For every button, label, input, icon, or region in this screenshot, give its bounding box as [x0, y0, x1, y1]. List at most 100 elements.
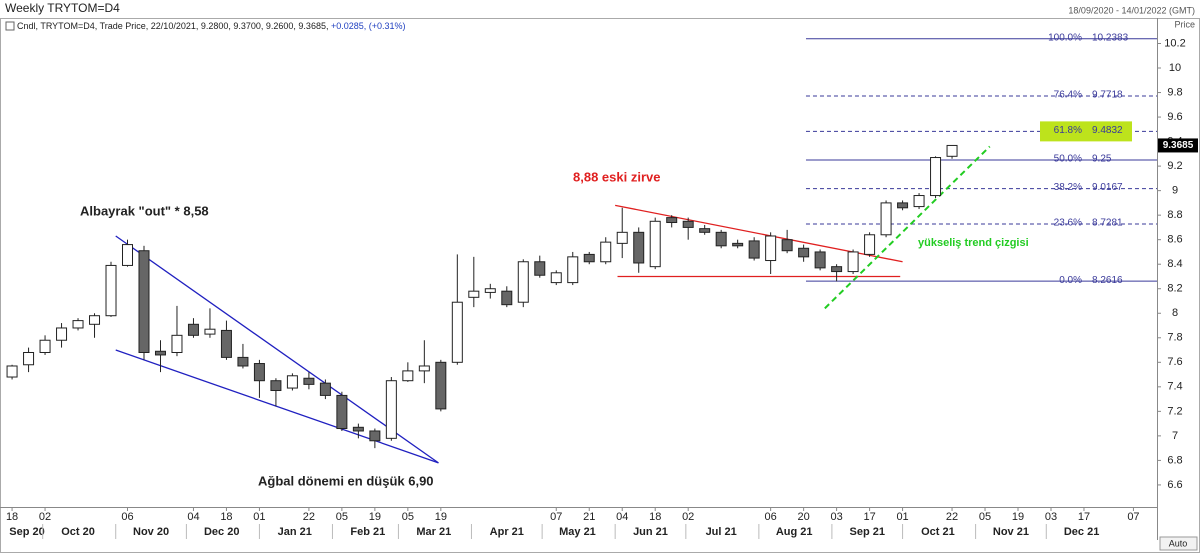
- month-label: Oct 20: [61, 526, 95, 538]
- month-label: Jun 21: [633, 526, 668, 538]
- fib-value: 10.2383: [1092, 32, 1129, 43]
- month-label: Nov 20: [133, 526, 169, 538]
- month-label: Sep 20: [9, 526, 44, 538]
- y-tick-label: 9.2: [1167, 160, 1182, 172]
- candle-body: [105, 264, 117, 317]
- x-tick-label: 22: [303, 511, 315, 523]
- candle-body: [270, 380, 282, 392]
- candle-body: [748, 240, 760, 259]
- candle-body: [715, 231, 727, 247]
- frame: [0, 18, 1200, 553]
- candle-body: [913, 195, 925, 208]
- candle-body: [534, 261, 546, 276]
- x-tick-label: 07: [1127, 511, 1139, 523]
- y-tick-label: 7.2: [1167, 405, 1182, 417]
- candle-body: [39, 339, 51, 353]
- fib-value: 9.25: [1092, 154, 1112, 165]
- auto-button[interactable]: [1159, 536, 1198, 551]
- x-tick-label: 02: [39, 511, 51, 523]
- candle-body: [6, 365, 18, 378]
- y-tick-label: 7: [1172, 430, 1178, 442]
- x-tick-label: 01: [896, 511, 908, 523]
- y-tick-label: 9.6: [1167, 111, 1182, 123]
- candle-body: [897, 202, 909, 209]
- candle-body: [468, 290, 480, 298]
- x-tick-label: 21: [583, 511, 595, 523]
- candle-body: [435, 361, 447, 410]
- x-tick-label: 05: [402, 511, 414, 523]
- y-tick-label: 9: [1172, 185, 1178, 197]
- candle-body: [286, 375, 298, 389]
- annotation: Ağbal dönemi en düşük 6,90: [258, 473, 434, 488]
- x-tick-label: 19: [369, 511, 381, 523]
- x-tick-label: 06: [121, 511, 133, 523]
- annotation: yükseliş trend çizgisi: [918, 237, 1029, 249]
- x-tick-label: 18: [220, 511, 232, 523]
- candle-body: [682, 220, 694, 228]
- x-tick-label: 07: [550, 511, 562, 523]
- candle-body: [89, 315, 101, 325]
- month-label: Oct 21: [921, 526, 955, 538]
- candle-body: [336, 394, 348, 430]
- candle-body: [204, 328, 216, 335]
- x-tick-label: 05: [979, 511, 991, 523]
- info: Cndl, TRYTOM=D4, Trade Price, 22/10/2021…: [17, 21, 328, 31]
- x-tick-label: 03: [1045, 511, 1057, 523]
- candle-body: [550, 272, 562, 284]
- axis-title: Price: [1174, 19, 1195, 29]
- y-tick-label: 10.2: [1164, 37, 1185, 49]
- y-tick-label: 9.8: [1167, 86, 1182, 98]
- fib-label: 50.0%: [1054, 154, 1082, 165]
- trend-line: [115, 235, 439, 464]
- candle-body: [122, 244, 134, 266]
- candle-body: [814, 251, 826, 269]
- y-tick-label: 8.4: [1167, 258, 1182, 270]
- legend-icon: [5, 21, 15, 31]
- candle-body: [418, 365, 430, 372]
- y-tick-label: 8.6: [1167, 234, 1182, 246]
- fib-label: 0.0%: [1059, 275, 1082, 286]
- date-range: 18/09/2020 - 14/01/2022 (GMT): [1068, 5, 1195, 15]
- trend-line: [824, 145, 991, 310]
- x-tick-label: 01: [253, 511, 265, 523]
- candle-body: [220, 329, 232, 358]
- x-tick-label: 02: [682, 511, 694, 523]
- y-tick-label: 8.8: [1167, 209, 1182, 221]
- candle-body: [732, 242, 744, 247]
- month-label: Jul 21: [706, 526, 737, 538]
- price-tag-label: 9.3685: [1163, 140, 1194, 151]
- fib-label: 100.0%: [1048, 32, 1082, 43]
- auto-label[interactable]: Auto: [1169, 538, 1188, 548]
- candle-body: [781, 239, 793, 252]
- candle-body: [352, 426, 364, 432]
- fib-highlight: [1040, 121, 1132, 142]
- x-tick-label: 05: [336, 511, 348, 523]
- fib-value: 9.0167: [1092, 182, 1123, 193]
- trend-line: [115, 349, 439, 464]
- x-tick-label: 20: [798, 511, 810, 523]
- candle-body: [666, 217, 678, 224]
- x-tick-label: 18: [649, 511, 661, 523]
- candle-body: [72, 320, 84, 329]
- candle-body: [831, 266, 843, 273]
- fib-value: 8.7281: [1092, 218, 1123, 229]
- candle-body: [303, 377, 315, 385]
- candle-body: [138, 250, 150, 353]
- y-tick-label: 7.6: [1167, 356, 1182, 368]
- fib-value: 8.2616: [1092, 275, 1123, 286]
- candle-body: [567, 256, 579, 284]
- change: +0.0285, (+0.31%): [331, 21, 406, 31]
- month-label: Nov 21: [993, 526, 1029, 538]
- candle-body: [319, 382, 331, 396]
- fib-label: 61.8%: [1054, 125, 1082, 136]
- candle-body: [369, 430, 381, 442]
- month-label: Mar 21: [416, 526, 451, 538]
- candle-body: [699, 228, 711, 233]
- y-tick-label: 6.8: [1167, 454, 1182, 466]
- x-tick-label: 19: [435, 511, 447, 523]
- candle-body: [451, 301, 463, 363]
- candle-body: [171, 334, 183, 353]
- y-tick-label: 7.8: [1167, 332, 1182, 344]
- y-tick-label: 6.6: [1167, 479, 1182, 491]
